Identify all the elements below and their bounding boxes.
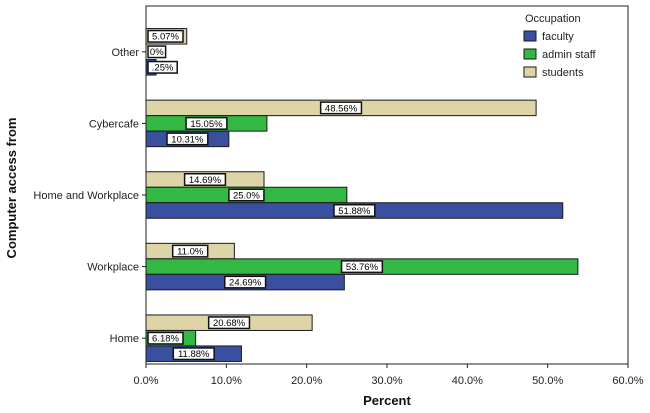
data-label-box: [147, 331, 184, 345]
data-label-text: 53.76%: [346, 262, 379, 273]
data-label: 5.07%: [147, 29, 184, 43]
legend-label: faculty: [542, 31, 574, 43]
legend-swatch: [523, 48, 537, 60]
data-label-box: [172, 347, 215, 361]
data-label-text: 10.31%: [171, 134, 204, 145]
data-label-box: [171, 244, 209, 258]
data-label-box: [207, 316, 251, 330]
legend-swatch: [523, 66, 537, 78]
data-label-text: 5.07%: [152, 32, 179, 43]
y-axis-title: Computer access from: [4, 118, 19, 259]
data-label-box: [147, 60, 178, 74]
data-label-box: [183, 173, 227, 186]
data-label-text: .25%: [152, 63, 174, 74]
data-label-box: [166, 132, 209, 146]
data-label-text: 48.56%: [325, 103, 358, 114]
y-tick-label: Home and Workplace: [33, 190, 139, 202]
data-label-text: 11.0%: [177, 247, 204, 258]
legend-label: admin staff: [542, 49, 597, 61]
data-label-text: 0%: [150, 47, 164, 58]
data-label: 24.69%: [224, 275, 267, 289]
x-tick-label: 0.0%: [133, 375, 158, 387]
x-tick-label: 30.0%: [371, 375, 402, 387]
data-label: 0%: [147, 45, 167, 59]
data-label-text: 6.18%: [152, 334, 179, 345]
y-tick-label: Other: [111, 47, 139, 59]
data-label-box: [319, 101, 363, 115]
data-label-box: [147, 45, 167, 59]
data-label-text: 20.68%: [213, 318, 246, 329]
data-label: 15.05%: [185, 116, 228, 130]
data-label-box: [147, 29, 184, 43]
data-label-text: 11.88%: [178, 349, 210, 360]
legend-label: students: [542, 67, 584, 79]
data-label: 10.31%: [166, 132, 209, 146]
data-label-box: [333, 204, 376, 217]
data-label: 14.69%: [183, 173, 227, 186]
data-label-box: [340, 260, 384, 274]
bars-layer: 5.07% 0% .25% 48.56% 15.05% 10.31% 14.69% 25.0%…: [145, 28, 579, 362]
y-tick-label: Cybercafe: [89, 118, 139, 130]
data-label-text: 51.88%: [338, 206, 371, 217]
legend: Occupation faculty admin staff students: [523, 13, 597, 79]
x-tick-label: 40.0%: [452, 375, 483, 387]
y-tick-label: Workplace: [87, 262, 139, 274]
data-label: 6.18%: [147, 331, 184, 345]
data-label-text: 24.69%: [229, 278, 262, 289]
y-axis: Other Cybercafe Home and Workplace Workplac…: [33, 47, 146, 345]
legend-title: Occupation: [525, 13, 581, 25]
x-tick-label: 50.0%: [532, 375, 563, 387]
x-tick-label: 20.0%: [291, 375, 322, 387]
x-axis: 0.0% 10.0% 20.0% 30.0% 40.0% 50.0% 60.0%: [133, 364, 644, 387]
data-label-text: 25.0%: [233, 190, 260, 201]
x-axis-title: Percent: [363, 393, 411, 408]
data-label: 53.76%: [340, 260, 384, 274]
data-label: 11.0%: [171, 244, 209, 258]
x-tick-label: 10.0%: [211, 375, 242, 387]
data-label-box: [185, 116, 228, 130]
data-label-text: 14.69%: [189, 175, 222, 186]
data-label: 25.0%: [228, 188, 265, 202]
data-label: 51.88%: [333, 204, 376, 217]
legend-swatch: [523, 30, 537, 42]
data-label-text: 15.05%: [190, 119, 223, 130]
data-label: .25%: [147, 60, 178, 74]
x-tick-label: 60.0%: [612, 375, 643, 387]
data-label-box: [224, 275, 267, 289]
data-label: 20.68%: [207, 316, 251, 330]
data-label: 11.88%: [172, 347, 215, 361]
data-label-box: [228, 188, 265, 202]
y-tick-label: Home: [110, 333, 139, 345]
data-label: 48.56%: [319, 101, 363, 115]
